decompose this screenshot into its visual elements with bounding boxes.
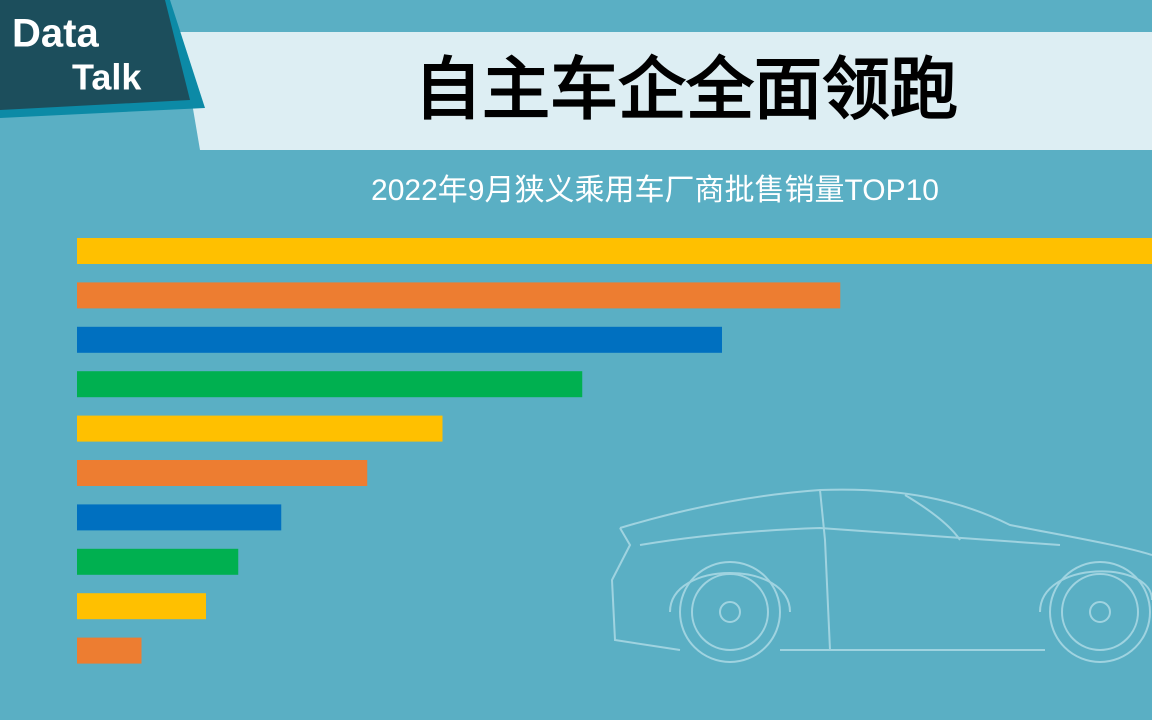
bar (77, 415, 443, 442)
bar (77, 326, 722, 353)
logo-text: Talk (72, 57, 142, 98)
bar (77, 460, 368, 486)
chart-title: 自主车企全面领跑 (414, 52, 958, 128)
bar (77, 238, 1152, 264)
chart-subtitle: 2022年9月狭义乘用车厂商批售销量TOP10 (371, 174, 939, 207)
bar (77, 371, 583, 398)
logo-box (0, 0, 190, 110)
bar (77, 282, 841, 309)
car-outline (610, 488, 1152, 663)
bar (77, 637, 142, 664)
bar (77, 593, 206, 620)
title-band (180, 32, 1152, 150)
logo-text: Data (12, 12, 99, 56)
bar (77, 548, 239, 575)
bar (77, 504, 282, 531)
